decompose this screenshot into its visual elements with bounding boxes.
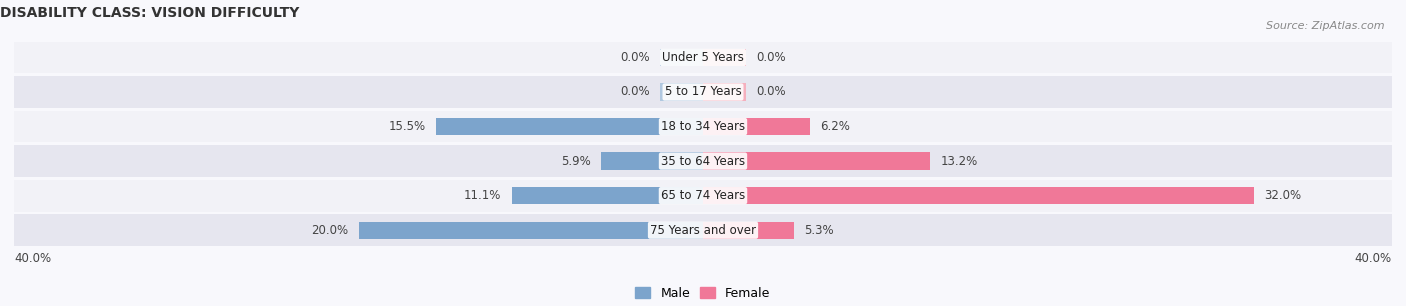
Text: 20.0%: 20.0% (311, 224, 349, 237)
Text: 35 to 64 Years: 35 to 64 Years (661, 155, 745, 168)
Bar (602, 152, 703, 170)
Bar (14, 111, 1392, 142)
Text: 5 to 17 Years: 5 to 17 Years (665, 85, 741, 99)
Text: 65 to 74 Years: 65 to 74 Years (661, 189, 745, 202)
Legend: Male, Female: Male, Female (630, 282, 776, 305)
Bar (359, 222, 703, 239)
Text: 18 to 34 Years: 18 to 34 Years (661, 120, 745, 133)
Text: Source: ZipAtlas.com: Source: ZipAtlas.com (1267, 21, 1385, 32)
Text: 5.9%: 5.9% (561, 155, 591, 168)
Bar (14, 42, 1392, 73)
Bar (703, 152, 931, 170)
Bar (512, 187, 703, 204)
Text: 11.1%: 11.1% (464, 189, 502, 202)
Text: 5.3%: 5.3% (804, 224, 834, 237)
Bar (14, 145, 1392, 177)
Bar (436, 118, 703, 135)
Text: DISABILITY CLASS: VISION DIFFICULTY: DISABILITY CLASS: VISION DIFFICULTY (0, 6, 299, 20)
Bar (14, 214, 1392, 246)
Text: 0.0%: 0.0% (756, 85, 786, 99)
Text: 75 Years and over: 75 Years and over (650, 224, 756, 237)
Bar (659, 83, 703, 101)
Text: 0.0%: 0.0% (620, 51, 650, 64)
Bar (703, 118, 810, 135)
Bar (14, 76, 1392, 108)
Text: 40.0%: 40.0% (1355, 252, 1392, 265)
Text: 6.2%: 6.2% (820, 120, 851, 133)
Bar (703, 187, 1254, 204)
Bar (703, 83, 747, 101)
Bar (703, 49, 747, 66)
Bar (703, 222, 794, 239)
Text: Under 5 Years: Under 5 Years (662, 51, 744, 64)
Bar (14, 180, 1392, 211)
Text: 32.0%: 32.0% (1264, 189, 1302, 202)
Text: 0.0%: 0.0% (620, 85, 650, 99)
Text: 15.5%: 15.5% (388, 120, 426, 133)
Text: 13.2%: 13.2% (941, 155, 979, 168)
Text: 40.0%: 40.0% (14, 252, 51, 265)
Text: 0.0%: 0.0% (756, 51, 786, 64)
Bar (659, 49, 703, 66)
